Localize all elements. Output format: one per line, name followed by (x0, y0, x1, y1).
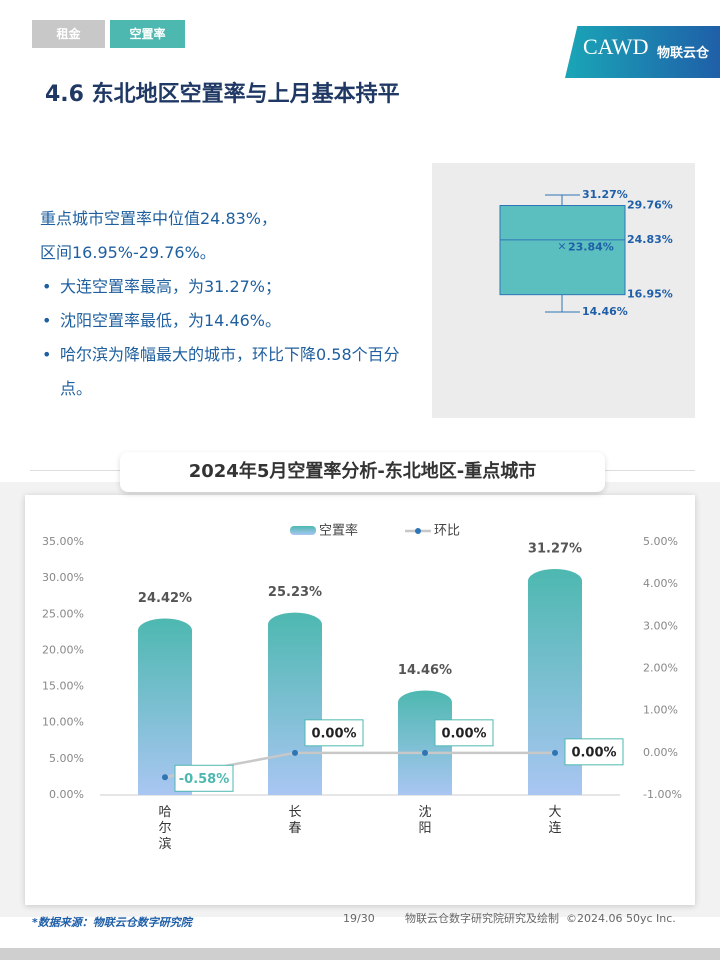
summary-line: 重点城市空置率中位值24.83%， (40, 209, 278, 228)
bar (268, 612, 322, 795)
tab[interactable]: 租金 (32, 20, 105, 48)
y2-tick-label: 5.00% (643, 535, 678, 548)
x-tick-label: 长春 (288, 805, 301, 836)
legend-label: 环比 (434, 524, 460, 539)
x-tick-label: 哈尔滨 (158, 805, 171, 852)
y-tick-label: 30.00% (42, 571, 84, 584)
logo: CAWD 物联云仓 (565, 26, 720, 78)
bullet: 沈阳空置率最低，为14.46%。 (40, 304, 415, 338)
box-label: 14.46% (582, 305, 628, 318)
bar-label: 25.23% (268, 585, 322, 600)
line-marker (552, 749, 558, 756)
box-label: 31.27% (582, 188, 628, 201)
line-label: 0.00% (571, 745, 616, 760)
x-tick-label: 沈阳 (418, 805, 431, 836)
source: *数据来源：物联云仓数字研究院 (32, 916, 192, 929)
line-marker (292, 749, 298, 756)
summary-line: 区间16.95%-29.76%。 (40, 243, 216, 262)
legend-swatch (415, 528, 421, 534)
y2-tick-label: -1.00% (643, 788, 682, 801)
line-marker (162, 774, 168, 781)
y2-tick-label: 1.00% (643, 704, 678, 717)
y-tick-label: 15.00% (42, 680, 84, 693)
legend-swatch (290, 526, 316, 535)
bar-label: 24.42% (138, 591, 192, 606)
line-label: 0.00% (441, 726, 486, 741)
bullet: 哈尔滨为降幅最大的城市，环比下降0.58个百分点。 (40, 338, 415, 406)
y2-tick-label: 0.00% (643, 746, 678, 759)
chart-card (25, 495, 695, 905)
summary: 重点城市空置率中位值24.83%， 区间16.95%-29.76%。 大连空置率… (40, 202, 415, 406)
label-box (434, 719, 494, 747)
y-tick-label: 25.00% (42, 607, 84, 620)
bullet: 大连空置率最高，为31.27%； (40, 270, 415, 304)
y2-tick-label: 3.00% (643, 619, 678, 632)
y-tick-label: 20.00% (42, 643, 84, 656)
line-label: 0.00% (311, 726, 356, 741)
y-tick-label: 5.00% (49, 752, 84, 765)
box-label: 23.84% (568, 241, 614, 254)
label-box (174, 764, 234, 792)
y2-tick-label: 2.00% (643, 662, 678, 675)
line-marker (422, 749, 428, 756)
tab[interactable]: 空置率 (110, 20, 185, 48)
box-label: 24.83% (627, 233, 673, 246)
y2-tick-label: 4.00% (643, 577, 678, 590)
bar-label: 14.46% (398, 663, 452, 678)
bottom-bar (0, 948, 720, 960)
logo-mark: CAWD (583, 34, 649, 59)
logo-brand: 物联云仓 (657, 46, 710, 61)
bar (398, 690, 452, 795)
y-tick-label: 0.00% (49, 788, 84, 801)
y-tick-label: 35.00% (42, 535, 84, 548)
label-box (564, 738, 624, 766)
bar (138, 618, 192, 795)
chart-title: 2024年5月空置率分析-东北地区-重点城市 (120, 452, 605, 492)
label-box (304, 719, 364, 747)
x-tick-label: 大连 (548, 805, 561, 836)
y-tick-label: 10.00% (42, 716, 84, 729)
page-title: 4.6 东北地区空置率与上月基本持平 (45, 82, 400, 107)
box (499, 205, 626, 296)
box-label: 29.76% (627, 199, 673, 212)
legend-label: 空置率 (319, 523, 358, 539)
mean-marker: × (557, 240, 566, 253)
bar-label: 31.27% (528, 541, 582, 556)
page-number: 19/30 (343, 912, 375, 925)
credit: 物联云仓数字研究院研究及绘制 ©2024.06 50yc Inc. (405, 912, 676, 925)
line-label: -0.58% (179, 772, 230, 787)
box-label: 16.95% (627, 288, 673, 301)
